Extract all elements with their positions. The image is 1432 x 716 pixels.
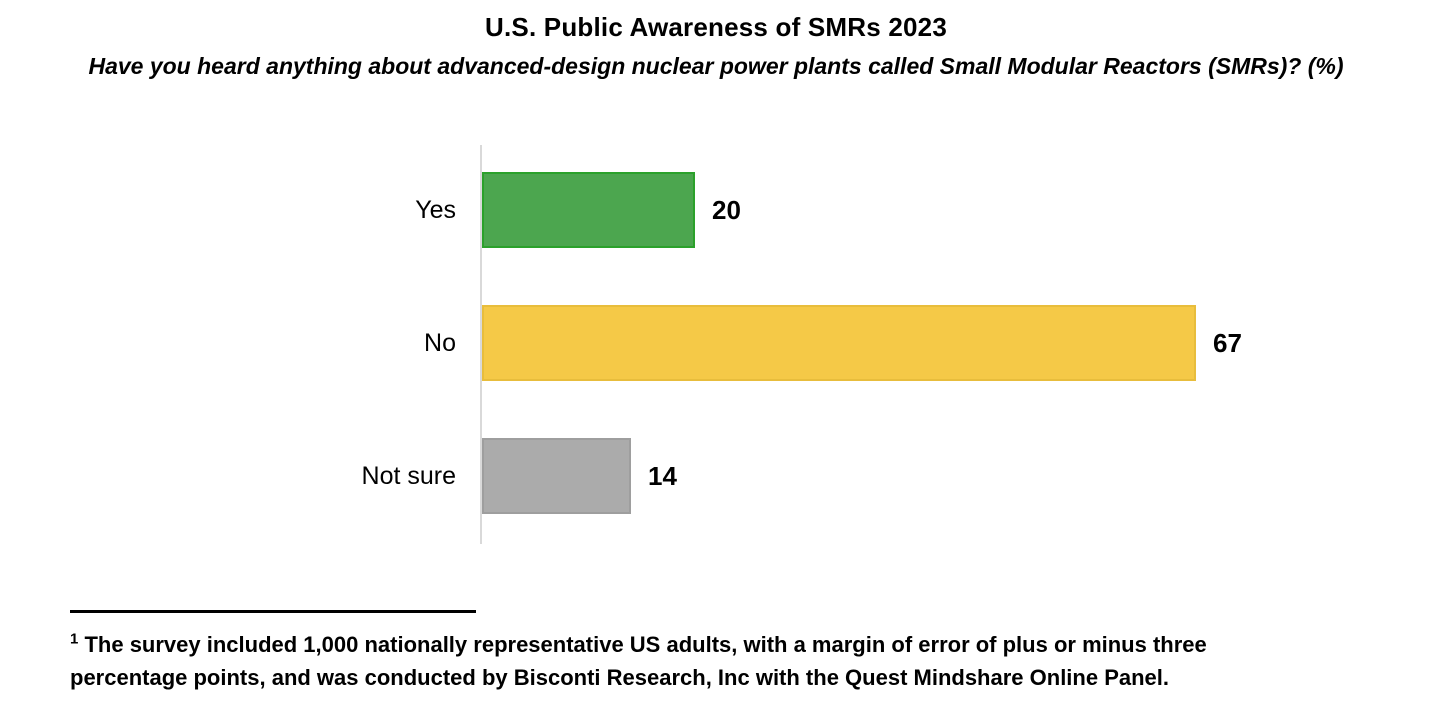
bar-row: Yes 20 (0, 172, 1432, 248)
footnote: 1 The survey included 1,000 nationally r… (70, 628, 1400, 694)
value-label: 14 (648, 461, 677, 491)
category-label: No (424, 329, 456, 357)
category-label: Yes (415, 196, 456, 224)
footnote-line1: 1 The survey included 1,000 nationally r… (70, 630, 1207, 657)
bar (482, 172, 695, 248)
bar (482, 438, 631, 514)
footnote-superscript: 1 (70, 630, 79, 648)
value-label: 20 (712, 195, 741, 225)
bar-row: No 67 (0, 305, 1432, 381)
chart-title: U.S. Public Awareness of SMRs 2023 (485, 12, 947, 42)
y-axis-line (480, 145, 482, 544)
chart-subtitle: Have you heard anything about advanced-d… (88, 53, 1344, 79)
footnote-divider (70, 610, 476, 613)
value-label: 67 (1213, 328, 1242, 358)
footnote-line2: percentage points, and was conducted by … (70, 665, 1170, 690)
bar-row: Not sure 14 (0, 438, 1432, 514)
bar (482, 305, 1196, 381)
category-label: Not sure (361, 462, 456, 490)
